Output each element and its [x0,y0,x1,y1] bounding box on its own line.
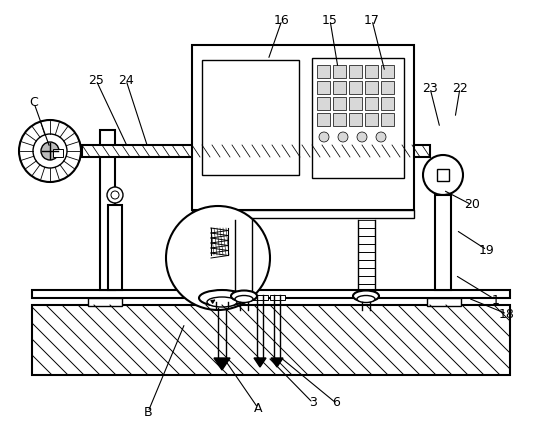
Bar [235,252,252,260]
Bar [202,60,299,175]
Bar [252,295,268,300]
Text: 6: 6 [332,397,340,410]
Polygon shape [254,358,266,367]
Bar [317,65,330,78]
Text: 3: 3 [309,397,317,410]
Circle shape [166,206,270,310]
Bar [365,113,378,126]
Bar [317,81,330,94]
Circle shape [357,132,367,142]
Bar [100,130,115,290]
Bar [365,97,378,110]
Text: 24: 24 [118,74,134,86]
Circle shape [33,134,67,168]
Bar [358,260,375,268]
Bar [108,205,122,290]
Bar [381,97,394,110]
Bar [358,244,375,252]
Bar [312,58,404,178]
Bar [381,113,394,126]
Text: 23: 23 [422,82,438,94]
Bar [32,290,510,298]
Ellipse shape [357,296,375,303]
Bar [358,236,375,244]
Text: 22: 22 [452,82,468,94]
Bar [365,81,378,94]
Ellipse shape [235,296,253,303]
Bar [235,244,252,252]
Text: 17: 17 [364,13,380,27]
Ellipse shape [353,290,379,301]
Bar [333,81,346,94]
Bar [82,145,430,157]
Bar [381,65,394,78]
Text: 25: 25 [88,74,104,86]
Bar [235,228,252,236]
Bar [53,149,63,157]
Bar [235,236,252,244]
Text: C: C [30,96,38,109]
Circle shape [19,120,81,182]
Ellipse shape [231,290,257,301]
Bar [192,210,414,218]
Circle shape [376,132,386,142]
Bar [32,305,510,375]
Bar [270,295,285,300]
Circle shape [338,132,348,142]
Circle shape [111,191,119,199]
Text: 16: 16 [274,13,290,27]
Circle shape [107,187,123,203]
Text: 18: 18 [499,307,515,320]
Bar [365,65,378,78]
Bar [358,268,375,276]
Bar [349,65,362,78]
Bar [437,169,449,181]
Bar [235,268,252,276]
Bar [358,252,375,260]
Bar [235,260,252,268]
Text: 1: 1 [492,293,500,306]
Bar [381,81,394,94]
Bar [88,298,122,306]
Bar [333,113,346,126]
Text: A: A [254,402,262,415]
Text: 15: 15 [322,13,338,27]
Bar [358,228,375,236]
Polygon shape [214,358,230,370]
Circle shape [319,132,329,142]
Bar [333,65,346,78]
Bar [192,45,414,210]
Bar [349,81,362,94]
Bar [317,97,330,110]
Bar [235,276,252,284]
Bar [235,220,252,228]
Polygon shape [271,358,283,367]
Bar [333,97,346,110]
Bar [349,113,362,126]
Text: 19: 19 [479,243,495,256]
Bar [435,195,451,290]
Bar [358,284,375,292]
Text: 20: 20 [464,198,480,211]
Bar [317,113,330,126]
Circle shape [423,155,463,195]
Bar [358,276,375,284]
Bar [427,298,461,306]
Ellipse shape [207,297,237,307]
Circle shape [41,142,59,160]
Text: B: B [144,405,153,418]
Bar [349,97,362,110]
Bar [358,220,375,228]
Ellipse shape [199,290,245,306]
Bar [235,284,252,292]
